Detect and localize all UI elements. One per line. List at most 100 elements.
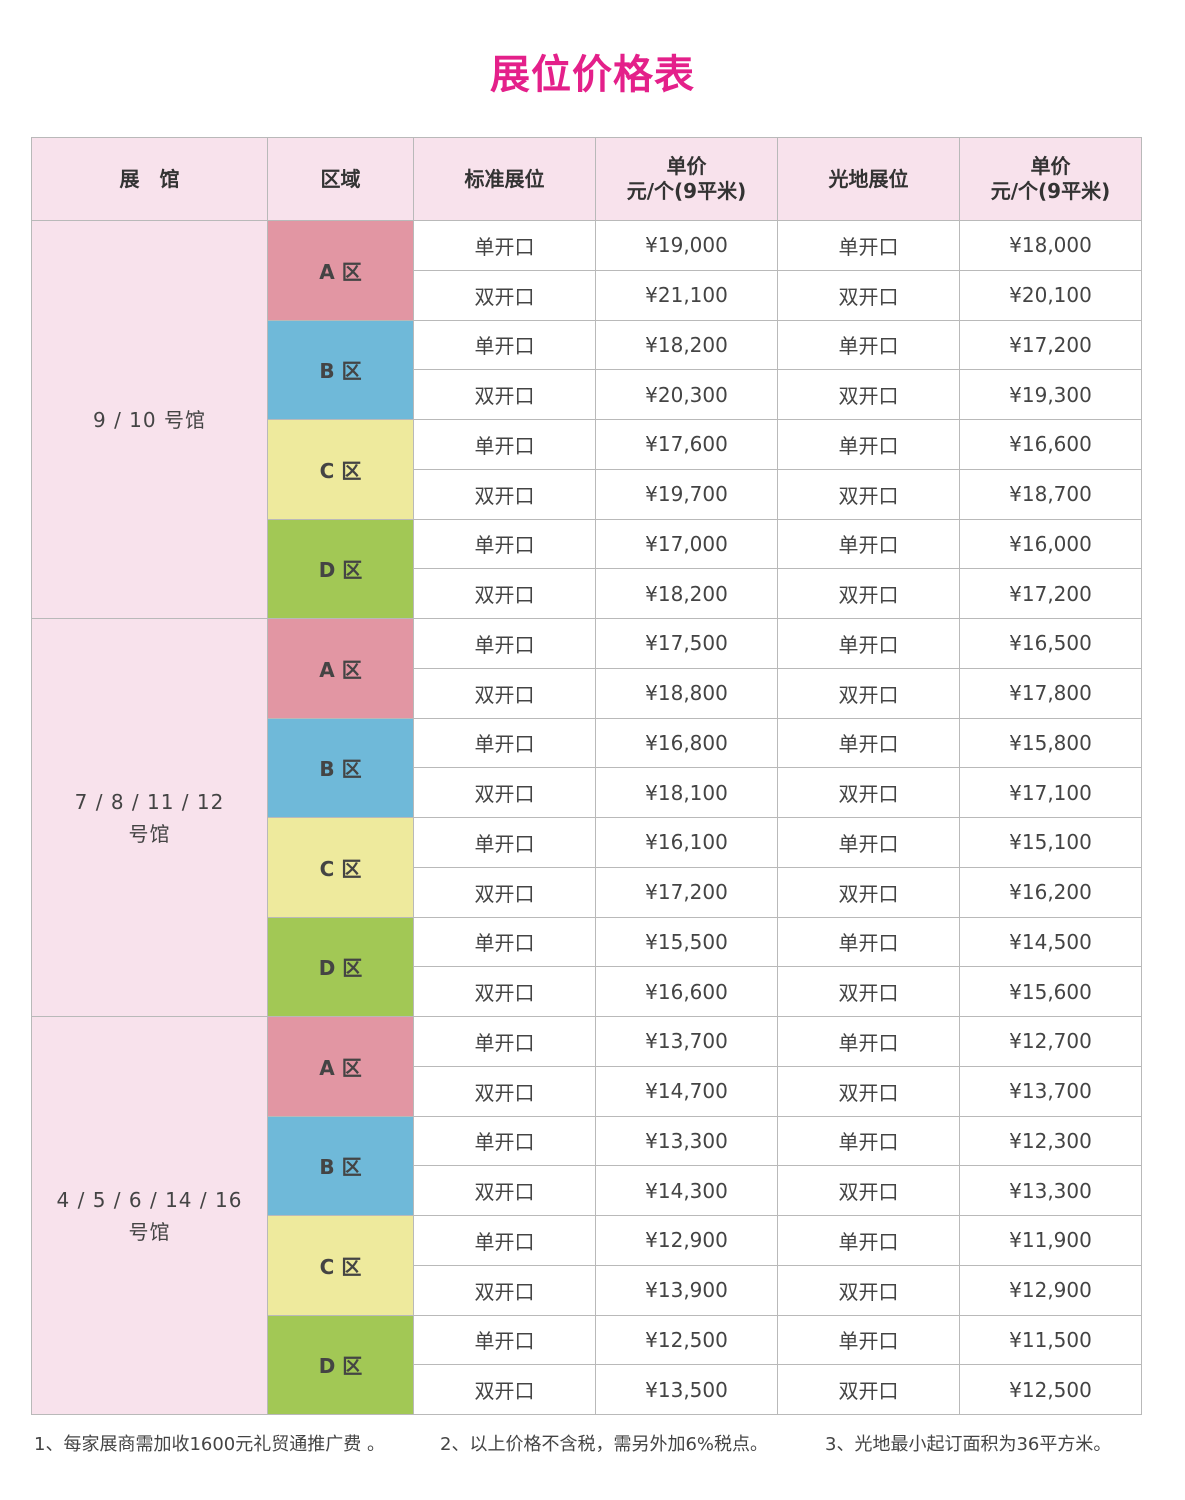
header-raw-space: 光地展位 xyxy=(777,137,960,221)
raw-space-cell: 双开口 xyxy=(777,667,960,719)
table-row: 7 / 8 / 11 / 12 号馆 A 区单开口 ¥17,500 单开口 ¥16,50… xyxy=(31,618,1142,1017)
raw-space-cell: 单开口 xyxy=(777,1115,960,1167)
raw-price-cell: ¥16,500 xyxy=(959,618,1142,669)
raw-space-cell: 单开口 xyxy=(777,1215,960,1266)
table-row: B 区单开口 ¥16,800 单开口 ¥15,800 xyxy=(32,717,1142,818)
raw-price-cell: ¥12,300 xyxy=(959,1115,1142,1167)
zone-cell: D 区 xyxy=(267,518,414,619)
note-1: 1、每家展商需加收1600元礼贸通推广费 。 xyxy=(34,1434,385,1455)
zone-cell: A 区 xyxy=(267,1016,414,1117)
zone-cell: C 区 xyxy=(267,817,414,918)
standard-price-cell: ¥16,100 xyxy=(595,817,778,868)
standard-booth-cell: 单开口 xyxy=(413,1215,596,1266)
notes: 1、每家展商需加收1600元礼贸通推广费 。 2、以上价格不含税，需另外加6%税… xyxy=(31,1430,1141,1460)
zone-cell: B 区 xyxy=(267,717,414,818)
zone-cell: A 区 xyxy=(267,618,414,719)
standard-price-cell: ¥13,700 xyxy=(595,1016,778,1067)
standard-booth-cell: 双开口 xyxy=(413,468,596,520)
standard-price-cell: ¥19,700 xyxy=(595,468,778,520)
header-zone: 区域 xyxy=(267,137,414,221)
standard-price-cell: ¥13,500 xyxy=(595,1364,778,1415)
zone-cell: B 区 xyxy=(267,319,414,420)
standard-booth-cell: 双开口 xyxy=(413,1165,596,1216)
table-row: D 区单开口 ¥17,000 单开口 ¥16,000 xyxy=(32,518,1142,619)
raw-space-cell: 双开口 xyxy=(777,1165,960,1216)
standard-booth-cell: 单开口 xyxy=(413,916,596,968)
standard-booth-cell: 双开口 xyxy=(413,269,596,321)
table-row: C 区单开口 ¥16,100 单开口 ¥15,100 xyxy=(32,817,1142,918)
raw-space-cell: 双开口 xyxy=(777,767,960,818)
raw-space-cell: 单开口 xyxy=(777,1016,960,1067)
standard-price-cell: ¥18,100 xyxy=(595,767,778,818)
table-row: 4 / 5 / 6 / 14 / 16 号馆 A 区单开口 ¥13,700 单开口 ¥1… xyxy=(31,1016,1142,1415)
standard-booth-cell: 单开口 xyxy=(413,1115,596,1167)
standard-price-cell: ¥21,100 xyxy=(595,269,778,321)
raw-price-cell: ¥12,700 xyxy=(959,1016,1142,1067)
standard-booth-cell: 单开口 xyxy=(413,1314,596,1366)
price-table-body: 9 / 10 号馆 A 区单开口 ¥19,000 单开口 ¥18,000 双开口 ¥21,1… xyxy=(31,220,1142,1415)
note-2: 2、以上价格不含税，需另外加6%税点。 xyxy=(440,1434,769,1455)
standard-booth-cell: 双开口 xyxy=(413,1364,596,1415)
raw-price-cell: ¥17,200 xyxy=(959,319,1142,371)
standard-price-cell: ¥14,300 xyxy=(595,1165,778,1216)
table-row: D 区单开口 ¥15,500 单开口 ¥14,500 xyxy=(32,916,1142,1017)
standard-price-cell: ¥20,300 xyxy=(595,369,778,420)
standard-booth-cell: 双开口 xyxy=(413,667,596,719)
table-row: 双开口 ¥18,200 双开口 ¥17,200 xyxy=(32,568,1142,619)
table-row: 双开口 ¥19,700 双开口 ¥18,700 xyxy=(32,468,1142,520)
standard-booth-cell: 单开口 xyxy=(413,319,596,371)
standard-price-cell: ¥13,900 xyxy=(595,1264,778,1316)
raw-space-cell: 双开口 xyxy=(777,1065,960,1117)
zone-cell: C 区 xyxy=(267,1215,414,1316)
raw-price-cell: ¥17,200 xyxy=(959,568,1142,619)
standard-booth-cell: 双开口 xyxy=(413,767,596,818)
raw-price-cell: ¥20,100 xyxy=(959,269,1142,321)
table-row: 双开口 ¥13,500 双开口 ¥12,500 xyxy=(32,1364,1142,1415)
raw-price-cell: ¥16,600 xyxy=(959,419,1142,470)
hall-name-cell: 4 / 5 / 6 / 14 / 16 号馆 xyxy=(31,1016,268,1415)
raw-price-cell: ¥16,200 xyxy=(959,866,1142,918)
standard-price-cell: ¥17,000 xyxy=(595,518,778,570)
table-row: B 区单开口 ¥13,300 单开口 ¥12,300 xyxy=(32,1115,1142,1216)
raw-space-cell: 双开口 xyxy=(777,866,960,918)
raw-space-cell: 单开口 xyxy=(777,419,960,470)
standard-booth-cell: 单开口 xyxy=(413,717,596,769)
raw-price-cell: ¥17,100 xyxy=(959,767,1142,818)
table-row: 双开口 ¥14,700 双开口 ¥13,700 xyxy=(32,1065,1142,1117)
header-standard-price: 单价 元/个(9平米) xyxy=(595,137,778,221)
standard-price-cell: ¥12,900 xyxy=(595,1215,778,1266)
price-table: 展 馆 区域 标准展位 单价 元/个(9平米) 光地展位 单价 元/个(9平米)… xyxy=(31,137,1142,1415)
raw-space-cell: 单开口 xyxy=(777,618,960,669)
raw-space-cell: 单开口 xyxy=(777,518,960,570)
raw-space-cell: 双开口 xyxy=(777,269,960,321)
table-row: 双开口 ¥20,300 双开口 ¥19,300 xyxy=(32,369,1142,420)
raw-price-cell: ¥14,500 xyxy=(959,916,1142,968)
raw-space-cell: 双开口 xyxy=(777,568,960,619)
raw-price-cell: ¥15,600 xyxy=(959,966,1142,1017)
table-row: 双开口 ¥17,200 双开口 ¥16,200 xyxy=(32,866,1142,918)
raw-price-cell: ¥18,700 xyxy=(959,468,1142,520)
raw-price-cell: ¥18,000 xyxy=(959,220,1142,271)
raw-price-cell: ¥13,700 xyxy=(959,1065,1142,1117)
table-row: 双开口 ¥14,300 双开口 ¥13,300 xyxy=(32,1165,1142,1216)
zone-cell: C 区 xyxy=(267,419,414,520)
hall-name-cell: 9 / 10 号馆 xyxy=(31,220,268,619)
table-row: B 区单开口 ¥18,200 单开口 ¥17,200 xyxy=(32,319,1142,420)
table-row: 9 / 10 号馆 A 区单开口 ¥19,000 单开口 ¥18,000 xyxy=(31,220,1142,619)
raw-price-cell: ¥19,300 xyxy=(959,369,1142,420)
raw-space-cell: 单开口 xyxy=(777,817,960,868)
raw-space-cell: 单开口 xyxy=(777,916,960,968)
standard-booth-cell: 单开口 xyxy=(413,419,596,470)
header-row: 展 馆 区域 标准展位 单价 元/个(9平米) 光地展位 单价 元/个(9平米) xyxy=(31,137,1142,221)
note-3: 3、光地最小起订面积为36平方米。 xyxy=(825,1434,1112,1455)
raw-price-cell: ¥13,300 xyxy=(959,1165,1142,1216)
raw-price-cell: ¥17,800 xyxy=(959,667,1142,719)
header-raw-price: 单价 元/个(9平米) xyxy=(959,137,1142,221)
raw-price-cell: ¥15,800 xyxy=(959,717,1142,769)
raw-space-cell: 双开口 xyxy=(777,1264,960,1316)
raw-space-cell: 双开口 xyxy=(777,966,960,1017)
table-row: 双开口 ¥18,800 双开口 ¥17,800 xyxy=(32,667,1142,719)
raw-space-cell: 双开口 xyxy=(777,468,960,520)
zone-cell: D 区 xyxy=(267,1314,414,1415)
standard-booth-cell: 双开口 xyxy=(413,966,596,1017)
